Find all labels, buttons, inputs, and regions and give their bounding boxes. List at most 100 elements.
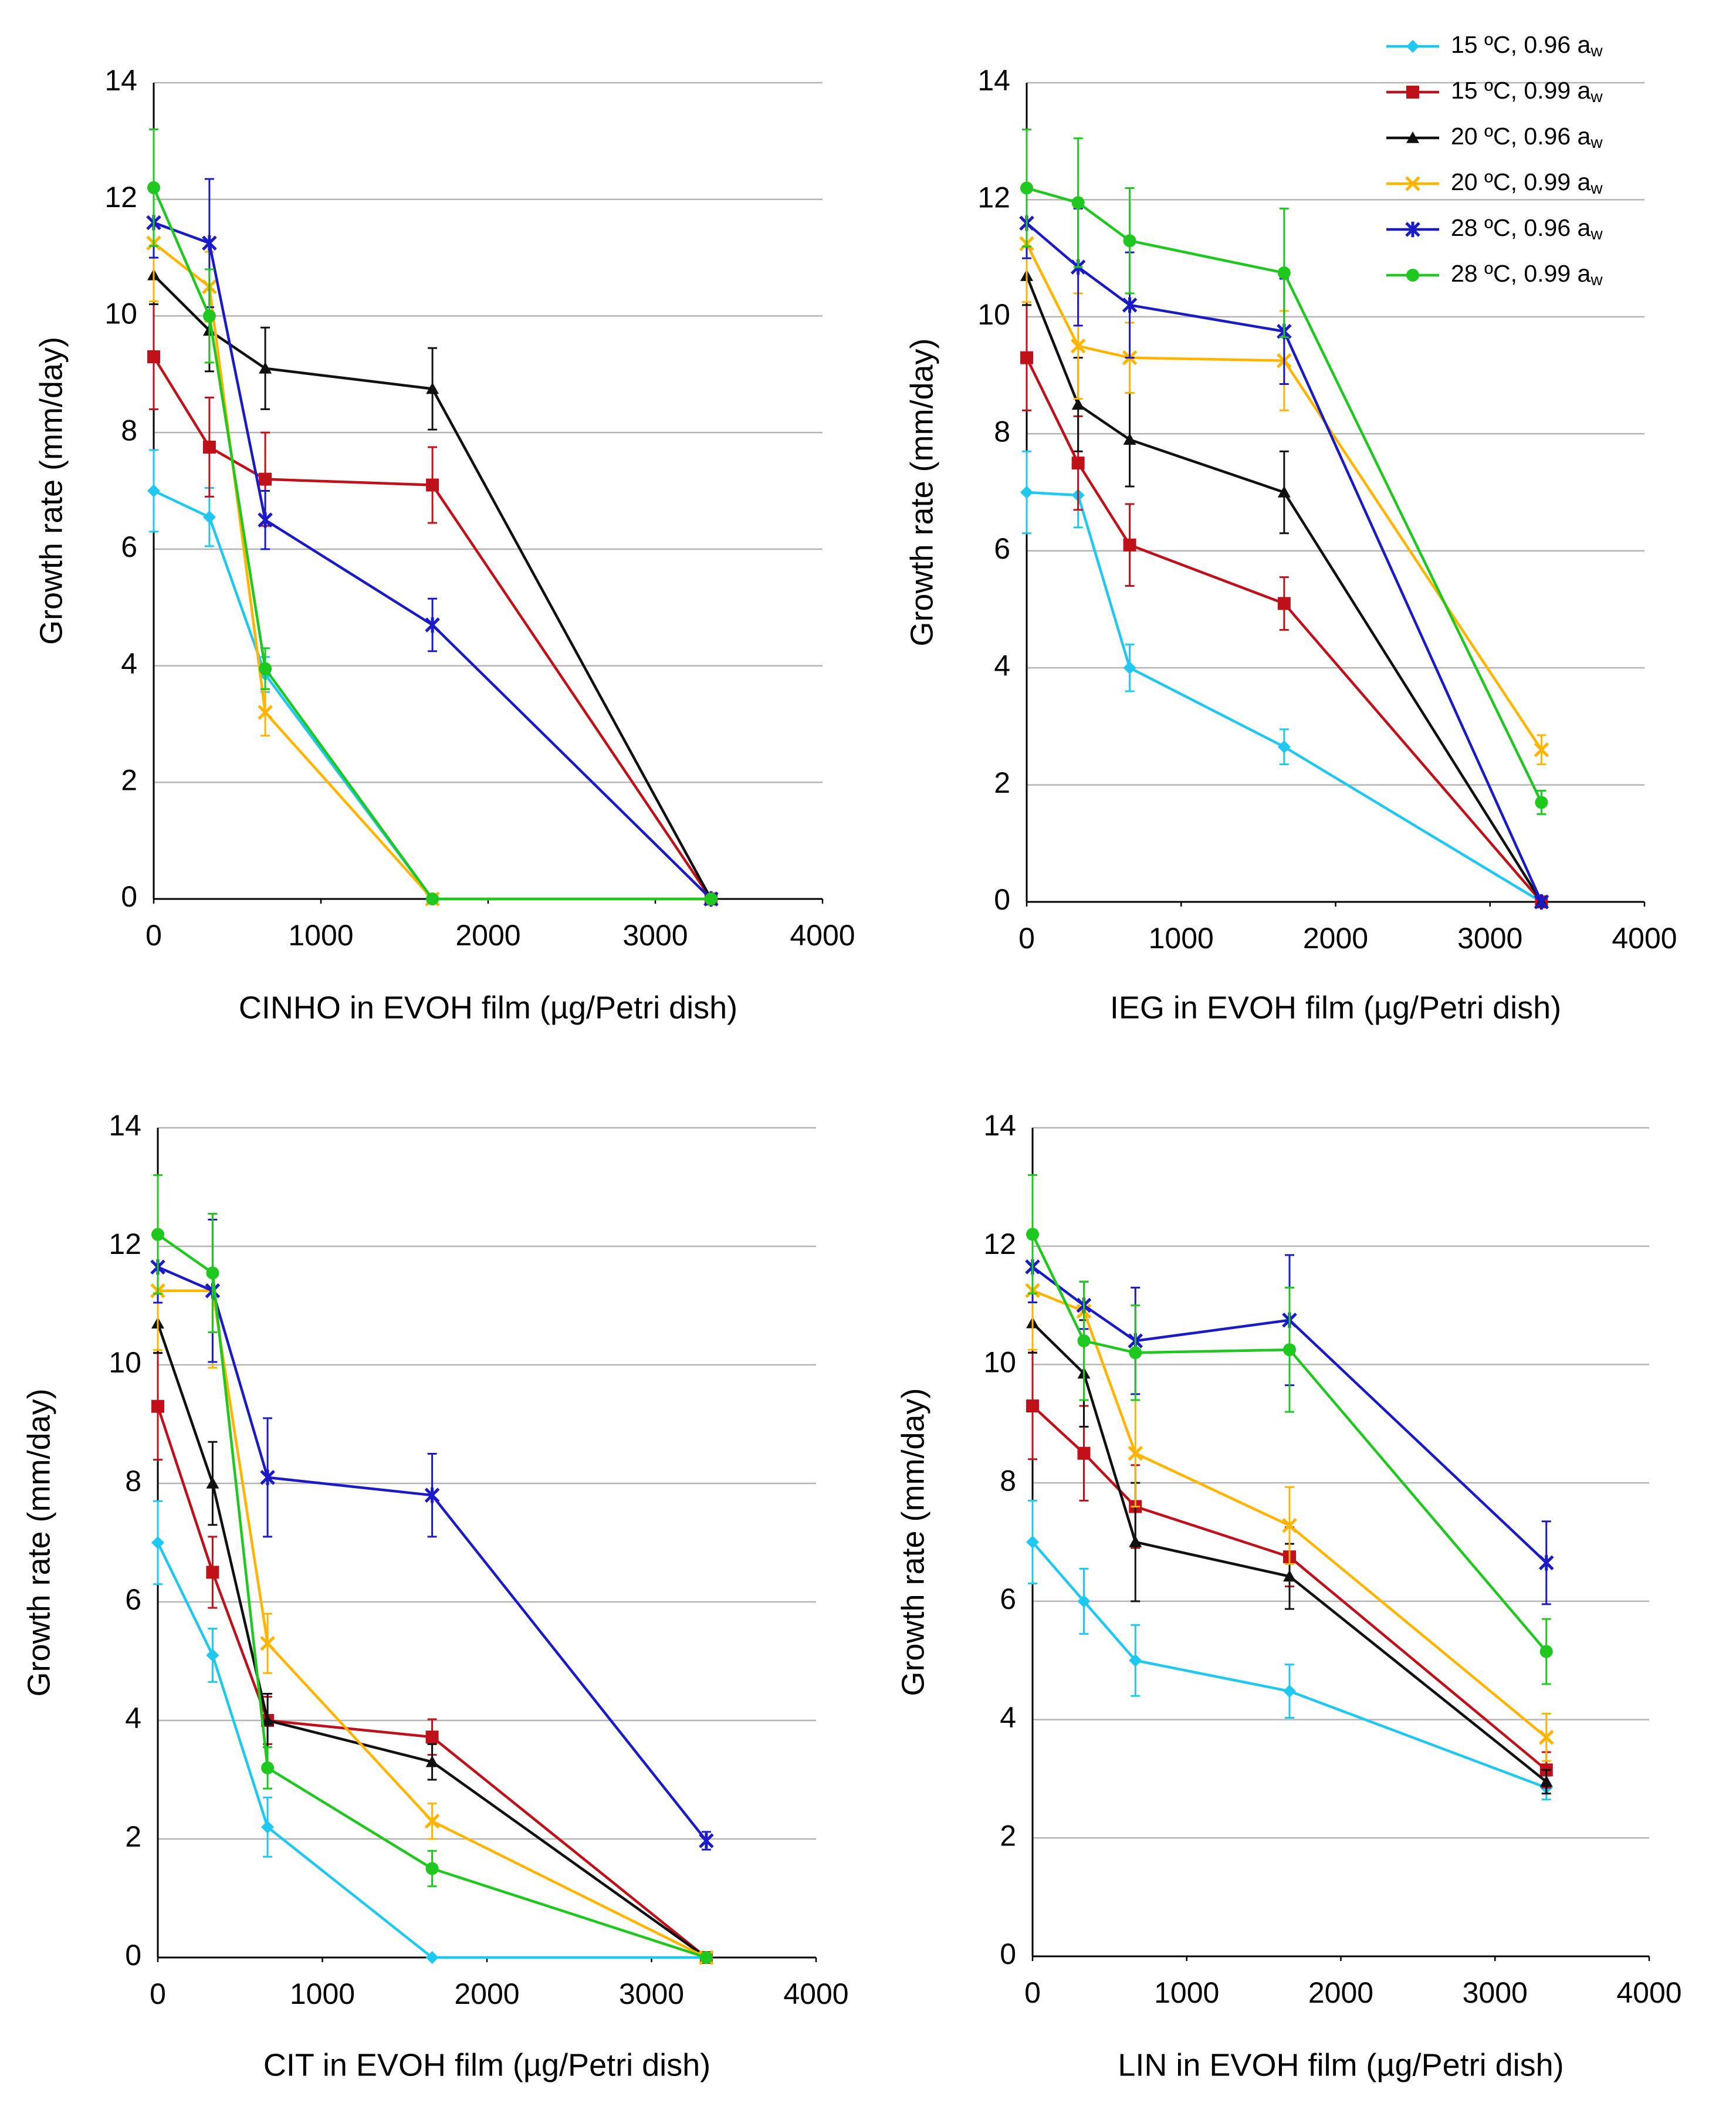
y-tick-label: 10	[104, 297, 137, 330]
marker	[1282, 1517, 1297, 1533]
y-tick-label: 12	[104, 181, 137, 214]
marker	[1277, 486, 1291, 498]
y-tick-label: 8	[994, 415, 1010, 448]
marker	[206, 1477, 219, 1489]
marker	[1071, 398, 1085, 410]
marker	[1535, 796, 1548, 809]
y-tick-label: 2	[125, 1820, 141, 1853]
x-tick-label: 0	[1018, 922, 1035, 955]
marker	[1020, 351, 1033, 364]
marker	[1123, 538, 1136, 552]
series-line	[153, 242, 711, 901]
marker	[1538, 1555, 1554, 1571]
series-line	[153, 221, 712, 900]
series-line	[157, 1233, 707, 1959]
x-tick-label: 3000	[1457, 922, 1522, 955]
marker	[426, 478, 439, 492]
marker	[259, 361, 272, 374]
y-tick-label: 4	[994, 649, 1010, 682]
y-tick-label: 8	[121, 414, 137, 447]
legend: 15 ºC, 0.96 aw 15 ºC, 0.99 aw 20 ºC, 0.96 …	[1386, 31, 1603, 289]
marker	[1277, 740, 1291, 753]
marker	[1077, 1446, 1091, 1460]
x-axis-label: LIN in EVOH film (µg/Petri dish)	[1118, 2047, 1564, 2082]
chart-panel: 0 2 4 6 8 10 12 14 0 1000 2000 3000 4000 CINHO in EVO…	[33, 64, 855, 1025]
marker	[425, 1730, 439, 1744]
marker	[202, 440, 216, 454]
marker	[147, 484, 160, 498]
y-axis-label: Growth rate (mm/day)	[895, 1388, 930, 1696]
marker	[1283, 1685, 1297, 1698]
x-tick-label: 2000	[454, 1977, 519, 2010]
marker	[1539, 1645, 1553, 1658]
x-tick-label: 4000	[790, 919, 855, 952]
marker	[1070, 338, 1086, 354]
y-tick-label: 14	[109, 1109, 141, 1142]
marker	[206, 1566, 219, 1579]
marker	[1129, 1654, 1142, 1667]
y-tick-label: 10	[109, 1346, 141, 1379]
series-line	[1026, 491, 1542, 903]
marker	[426, 382, 439, 394]
marker	[1283, 1343, 1297, 1357]
marker	[699, 1951, 713, 1964]
x-tick-label: 4000	[1612, 922, 1677, 955]
x-tick-label: 0	[145, 919, 162, 952]
marker	[1405, 176, 1420, 191]
x-tick-label: 3000	[622, 919, 688, 952]
marker	[1026, 1536, 1039, 1549]
marker	[206, 1266, 219, 1280]
marker	[1077, 1334, 1091, 1348]
y-tick-label: 10	[983, 1346, 1016, 1379]
y-tick-label: 4	[125, 1702, 141, 1735]
marker	[1406, 131, 1419, 143]
chart-panel: 0 2 4 6 8 10 12 14 0 1000 2000 3000 4000 CIT in EVOH …	[21, 1109, 848, 2082]
marker	[1123, 234, 1136, 248]
x-axis-label: IEG in EVOH film (µg/Petri dish)	[1110, 990, 1561, 1025]
x-tick-label: 4000	[783, 1977, 848, 2010]
y-axis-label: Growth rate (mm/day)	[33, 337, 69, 645]
marker	[1406, 269, 1419, 282]
marker	[1277, 266, 1291, 280]
legend-label: 28 ºC, 0.96 aw	[1451, 214, 1603, 244]
marker	[704, 892, 718, 905]
marker	[1129, 1346, 1142, 1360]
marker	[1123, 661, 1136, 675]
chart-panel: 0 2 4 6 8 10 12 14 0 1000 2000 3000 4000 LIN in EVOH …	[895, 1109, 1681, 2082]
x-tick-label: 0	[1024, 1976, 1041, 2009]
marker	[425, 1755, 439, 1767]
marker	[426, 892, 439, 905]
legend-label: 28 ºC, 0.99 aw	[1451, 260, 1603, 289]
marker	[260, 1469, 275, 1486]
legend-label: 15 ºC, 0.99 aw	[1451, 77, 1603, 106]
x-tick-label: 1000	[290, 1977, 355, 2010]
y-tick-label: 4	[121, 647, 137, 680]
y-tick-label: 2	[1000, 1819, 1016, 1852]
x-tick-label: 2000	[1303, 922, 1368, 955]
y-tick-label: 6	[1000, 1583, 1016, 1615]
y-axis-label: Growth rate (mm/day)	[21, 1388, 56, 1696]
y-tick-label: 14	[983, 1109, 1016, 1142]
y-tick-label: 0	[994, 883, 1010, 916]
y-tick-label: 10	[977, 298, 1010, 331]
y-tick-label: 12	[109, 1228, 141, 1260]
marker	[260, 1635, 275, 1651]
marker	[1539, 1775, 1553, 1787]
marker	[1405, 221, 1420, 238]
x-tick-label: 1000	[1154, 1976, 1219, 2009]
x-tick-label: 3000	[1463, 1976, 1528, 2009]
marker	[202, 309, 216, 323]
x-tick-label: 2000	[1308, 1976, 1373, 2009]
marker	[202, 235, 217, 251]
y-tick-label: 0	[1000, 1938, 1016, 1970]
marker	[1026, 1228, 1039, 1241]
marker	[1283, 1570, 1297, 1582]
series-line	[152, 187, 711, 901]
y-tick-label: 2	[994, 766, 1010, 799]
marker	[1122, 297, 1138, 313]
marker	[425, 617, 440, 633]
y-tick-label: 12	[983, 1228, 1016, 1260]
marker	[259, 662, 272, 675]
y-tick-label: 6	[121, 530, 137, 563]
